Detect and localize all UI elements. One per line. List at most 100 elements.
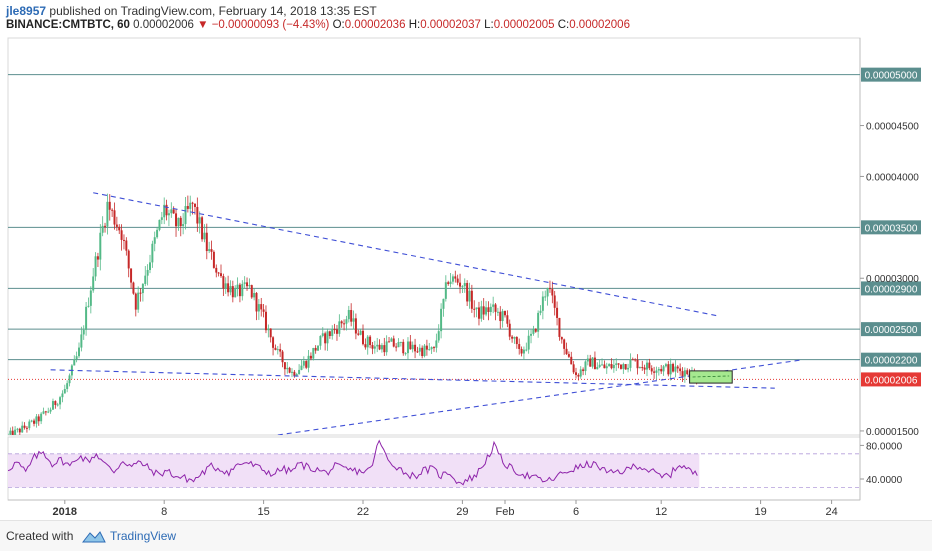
candle-body-287: [686, 370, 689, 375]
candle-body-142: [343, 323, 346, 325]
candle-body-203: [487, 307, 490, 312]
candle-body-200: [480, 306, 483, 319]
low-value: 0.00002005: [493, 19, 555, 31]
candle-body-163: [392, 338, 395, 347]
tradingview-brand-link[interactable]: TradingView: [110, 529, 177, 543]
candle-body-64: [158, 219, 161, 230]
candle-body-112: [272, 337, 275, 348]
target-box-path: [692, 375, 730, 378]
candle-body-228: [546, 287, 549, 297]
candle-body-204: [489, 306, 492, 312]
candle-body-166: [399, 341, 402, 343]
horizontal-levels: [8, 74, 860, 380]
trendline-0[interactable]: [93, 192, 719, 317]
candle-body-128: [309, 355, 312, 359]
candle-body-233: [558, 317, 561, 337]
open-label: O:: [332, 19, 345, 31]
x-tick-label-7: 12: [655, 506, 667, 518]
candle-body-244: [584, 361, 587, 372]
y-tick-label-1: 0.00004000: [866, 172, 919, 183]
candle-body-80: [196, 206, 199, 224]
candle-body-105: [255, 292, 258, 312]
candle-body-219: [525, 349, 528, 351]
high-value: 0.00002037: [420, 19, 481, 31]
candle-body-277: [662, 366, 665, 372]
candle-body-31: [80, 334, 83, 348]
candle-body-121: [293, 371, 296, 377]
candle-body-49: [122, 239, 125, 241]
candle-body-34: [87, 305, 90, 307]
candle-body-245: [586, 358, 589, 362]
candle-body-144: [347, 310, 350, 320]
candle-body-265: [634, 359, 637, 361]
candle-body-148: [357, 333, 360, 335]
candle-body-12: [35, 416, 38, 424]
candle-body-118: [286, 367, 289, 370]
candle-body-198: [475, 307, 478, 310]
candle-body-223: [534, 328, 537, 332]
candle-body-160: [385, 341, 388, 353]
candle-body-254: [608, 364, 611, 367]
candle-body-283: [676, 366, 679, 369]
candle-body-188: [451, 276, 454, 282]
candle-body-176: [423, 345, 426, 357]
candle-body-45: [113, 210, 116, 225]
candle-body-151: [364, 344, 367, 348]
candle-body-8: [25, 427, 28, 429]
candle-body-171: [411, 344, 414, 350]
candle-body-46: [115, 224, 118, 227]
candlestick-series: [8, 193, 698, 435]
candle-body-115: [279, 349, 282, 352]
candle-body-84: [205, 232, 208, 252]
level-badge-2: [861, 281, 921, 296]
candle-body-238: [570, 356, 573, 365]
candle-body-152: [366, 336, 369, 348]
candle-body-158: [380, 345, 383, 350]
chart-area[interactable]: 0.00005000 0.00003500 0.00002900 0.00002500…: [0, 0, 932, 520]
target-box[interactable]: [689, 370, 733, 384]
candle-body-21: [56, 404, 59, 406]
candle-body-252: [603, 364, 606, 369]
candle-body-256: [612, 364, 615, 369]
candle-body-210: [504, 311, 506, 316]
candle-body-5: [18, 428, 21, 433]
candle-body-271: [648, 362, 651, 369]
candle-body-168: [404, 353, 407, 355]
last-price-badge: [861, 372, 921, 387]
author-name[interactable]: jle8957: [6, 4, 47, 18]
candle-body-259: [619, 364, 622, 369]
candle-body-187: [449, 281, 452, 284]
candle-body-226: [541, 296, 544, 311]
change-arrow-icon: ▼: [197, 19, 209, 31]
candle-body-53: [132, 282, 135, 294]
publish-info: jle8957 published on TradingView.com, Fe…: [6, 4, 377, 18]
candle-body-138: [333, 329, 336, 331]
candle-body-78: [191, 202, 194, 204]
candle-body-273: [653, 371, 656, 373]
candle-body-24: [63, 388, 66, 394]
candle-body-186: [447, 282, 450, 284]
candle-body-59: [146, 269, 149, 276]
candle-body-222: [532, 328, 535, 334]
x-tick-label-9: 24: [825, 506, 837, 518]
candle-body-75: [184, 206, 187, 225]
candle-body-51: [127, 250, 130, 269]
candle-body-211: [506, 315, 509, 324]
y-tick-label-2: 0.00003000: [866, 274, 919, 285]
rsi-band-fill: [8, 453, 700, 488]
candle-body-6: [21, 425, 24, 433]
candle-body-189: [454, 276, 457, 279]
candle-body-113: [274, 347, 277, 350]
candle-body-133: [321, 333, 324, 336]
candle-body-85: [208, 249, 211, 252]
trendline-2[interactable]: [50, 369, 775, 389]
candle-body-234: [560, 336, 563, 340]
candle-body-251: [601, 364, 604, 366]
last-price-badge-label: 0.00002006: [865, 375, 918, 386]
candle-body-18: [49, 409, 52, 412]
candle-body-91: [222, 276, 225, 289]
candle-body-180: [433, 347, 435, 349]
candle-body-235: [563, 339, 566, 349]
candle-body-42: [106, 201, 109, 227]
candle-body-205: [492, 304, 495, 307]
